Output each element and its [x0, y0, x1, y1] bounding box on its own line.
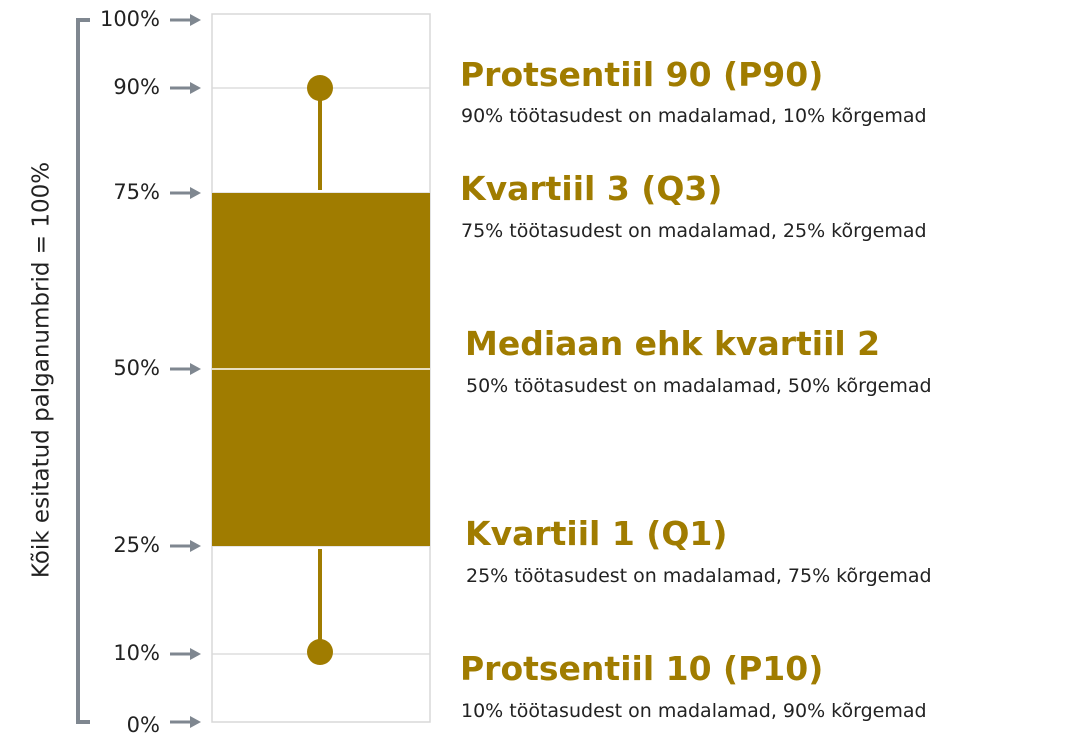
tick-arrow-head: [190, 82, 201, 94]
p10-dot: [307, 639, 333, 665]
tick-label: 10%: [113, 641, 160, 665]
ticks: 100% 90% 75% 50% 25% 10% 0%: [100, 7, 201, 735]
p90-dot: [307, 75, 333, 101]
tick-label: 25%: [113, 533, 160, 557]
annotation-description: 10% töötasudest on madalamad, 90% kõrgem…: [461, 700, 927, 722]
axis-bracket: [76, 18, 90, 724]
tick-label: 50%: [113, 356, 160, 380]
annotation-title: Kvartiil 3 (Q3): [460, 169, 722, 208]
tick-arrow-head: [190, 648, 201, 660]
annotation-description: 75% töötasudest on madalamad, 25% kõrgem…: [461, 220, 927, 242]
tick-label: 0%: [127, 713, 160, 735]
annotation-description: 50% töötasudest on madalamad, 50% kõrgem…: [466, 375, 932, 397]
tick-label: 100%: [100, 7, 160, 31]
annotation-title: Protsentiil 90 (P90): [460, 55, 823, 94]
axis-label: Kõik esitatud palganumbrid = 100%: [29, 162, 55, 578]
annotation-title: Mediaan ehk kvartiil 2: [465, 324, 880, 363]
annotation-description: 25% töötasudest on madalamad, 75% kõrgem…: [466, 565, 932, 587]
tick-label: 90%: [113, 75, 160, 99]
annotation-title: Kvartiil 1 (Q1): [465, 514, 727, 553]
tick-arrow-head: [190, 540, 201, 552]
tick-arrow-head: [190, 363, 201, 375]
tick-arrow-head: [190, 716, 201, 728]
annotation-description: 90% töötasudest on madalamad, 10% kõrgem…: [461, 105, 927, 127]
annotation-title: Protsentiil 10 (P10): [460, 649, 823, 688]
tick-arrow-head: [190, 14, 201, 26]
tick-label: 75%: [113, 180, 160, 204]
tick-arrow-head: [190, 187, 201, 199]
annotations: Protsentiil 90 (P90) 90% töötasudest on m…: [460, 55, 932, 722]
